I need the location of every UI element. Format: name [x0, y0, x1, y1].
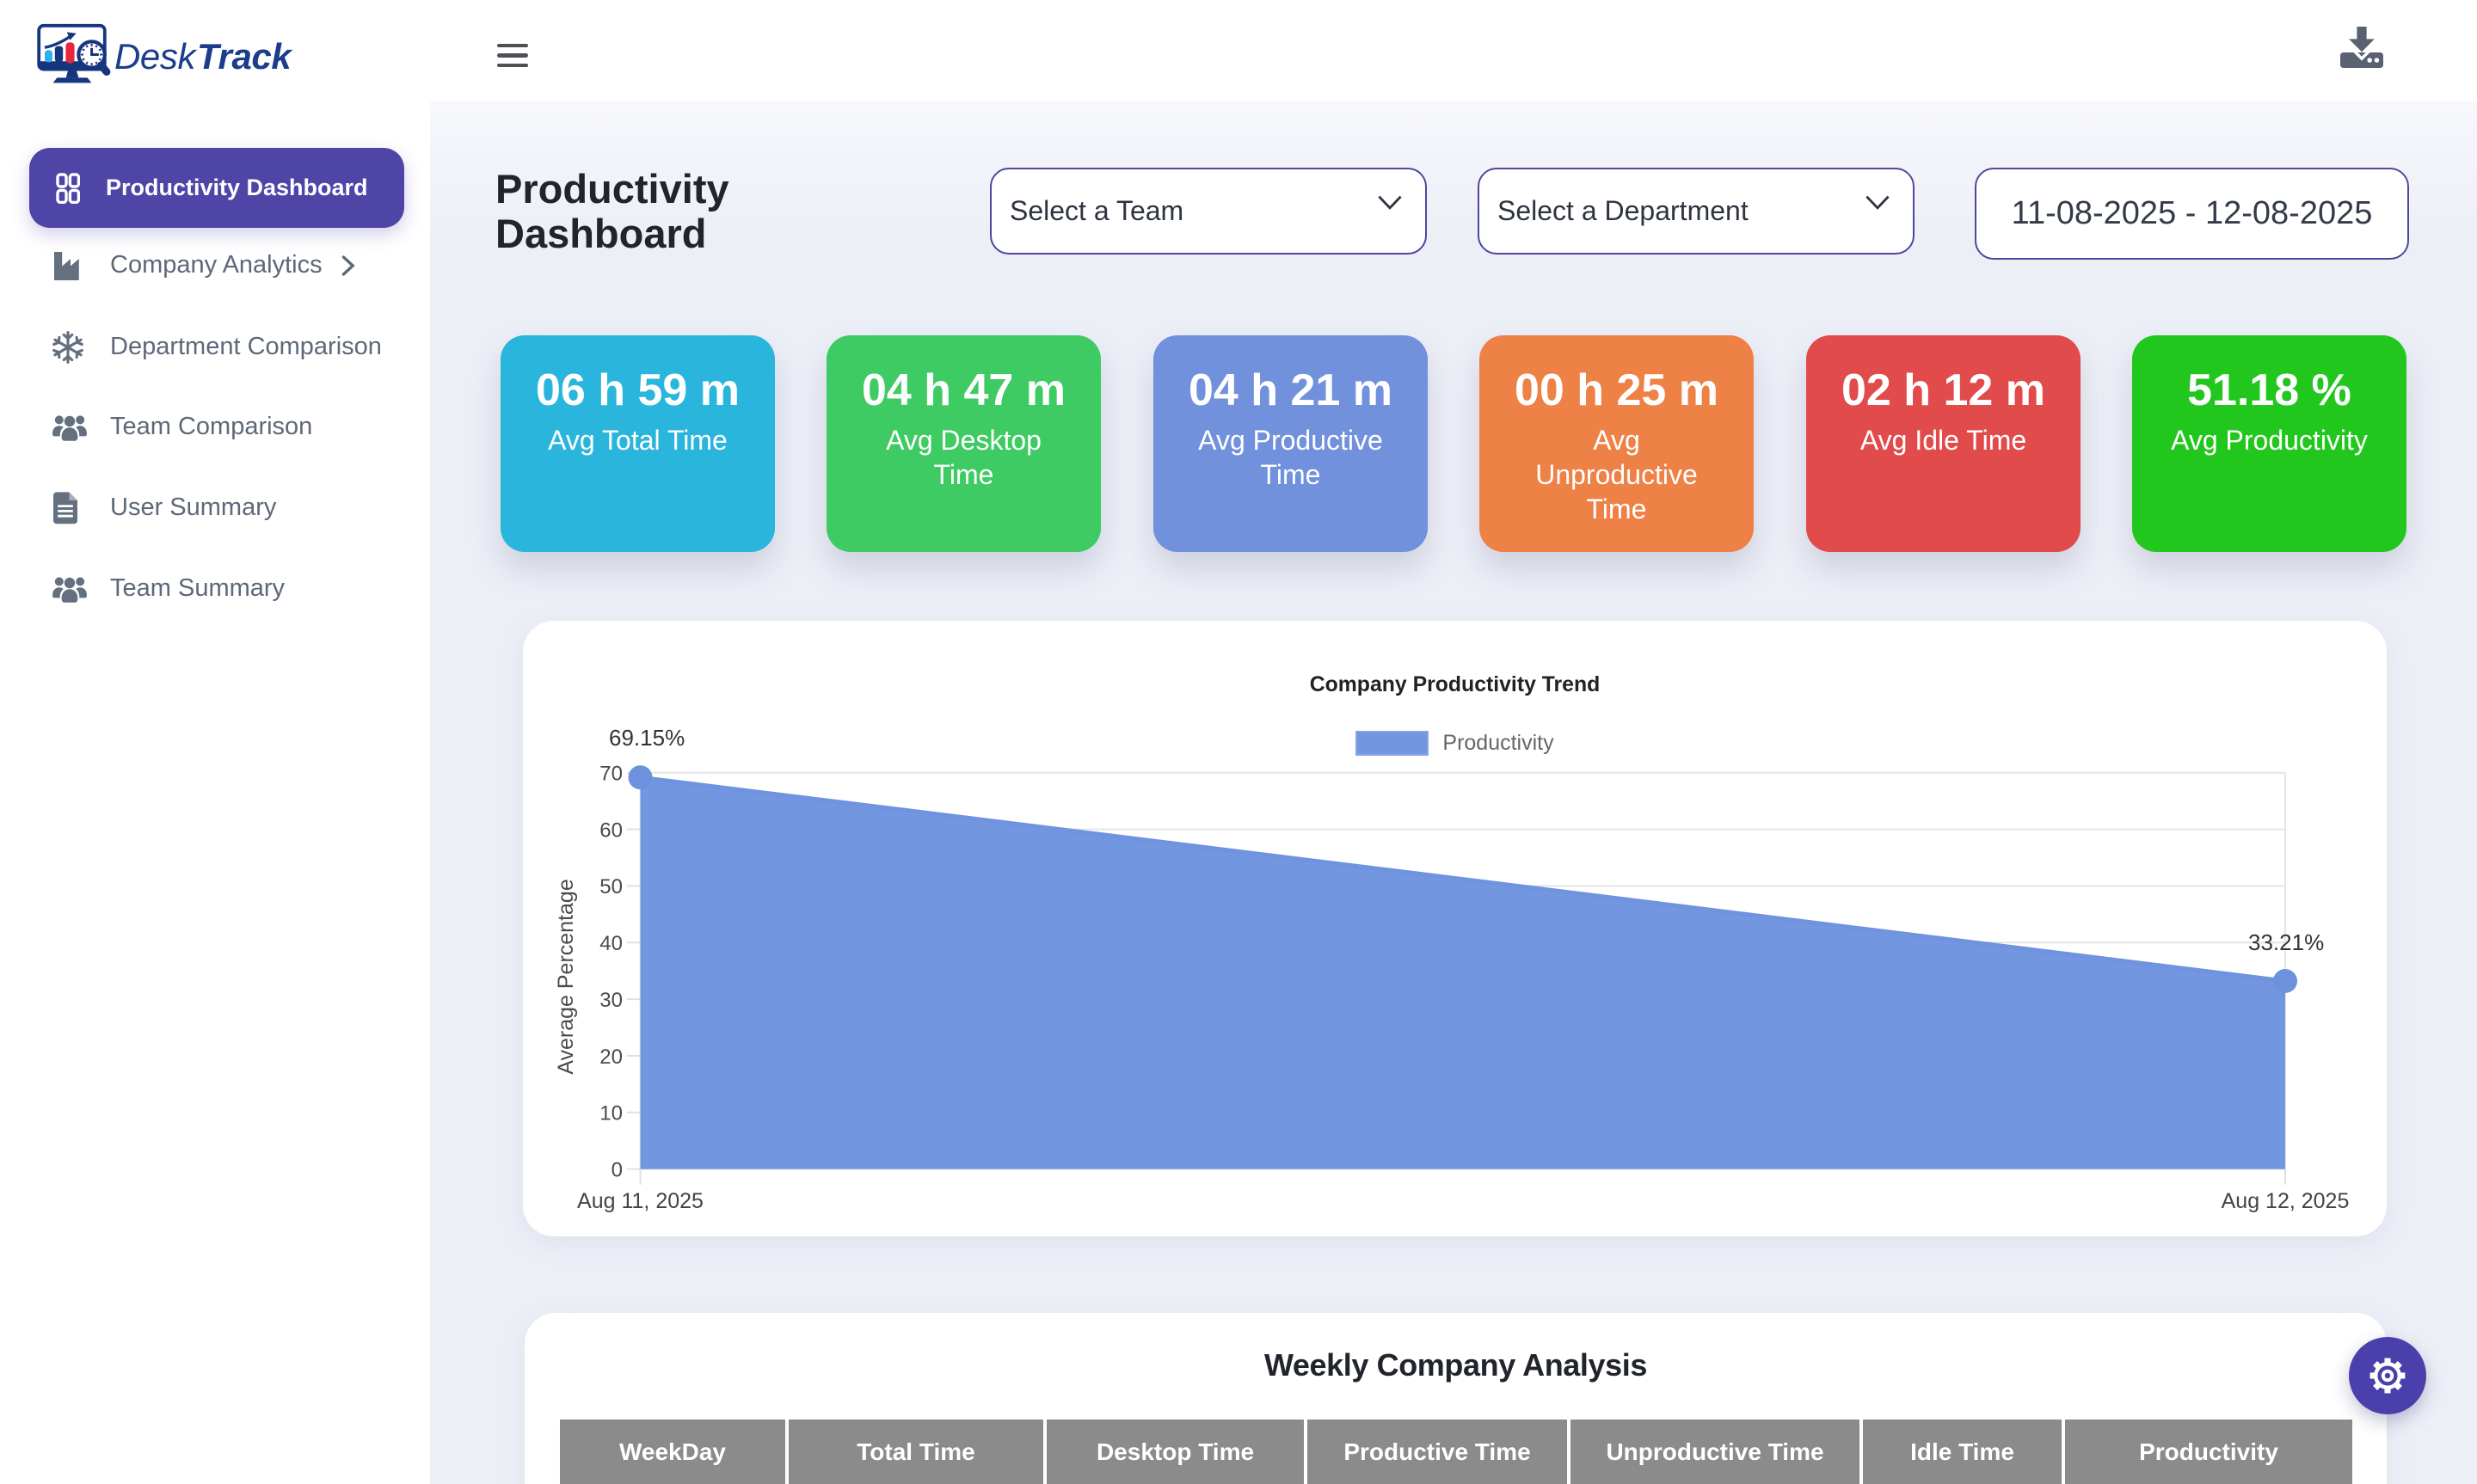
svg-text:33.21%: 33.21% [2248, 929, 2324, 955]
svg-text:50: 50 [599, 875, 623, 898]
svg-text:Desk: Desk [114, 36, 197, 77]
svg-text:69.15%: 69.15% [609, 725, 685, 751]
svg-text:Average Percentage: Average Percentage [554, 879, 578, 1074]
svg-text:60: 60 [599, 819, 623, 842]
svg-text:20: 20 [599, 1046, 623, 1069]
svg-text:40: 40 [599, 932, 623, 955]
svg-text:Track: Track [197, 36, 293, 77]
svg-text:0: 0 [612, 1158, 623, 1181]
svg-text:Aug 11, 2025: Aug 11, 2025 [577, 1189, 704, 1213]
svg-text:70: 70 [599, 762, 623, 785]
svg-text:10: 10 [599, 1102, 623, 1125]
svg-text:Aug 12, 2025: Aug 12, 2025 [2222, 1189, 2350, 1213]
svg-text:30: 30 [599, 989, 623, 1012]
